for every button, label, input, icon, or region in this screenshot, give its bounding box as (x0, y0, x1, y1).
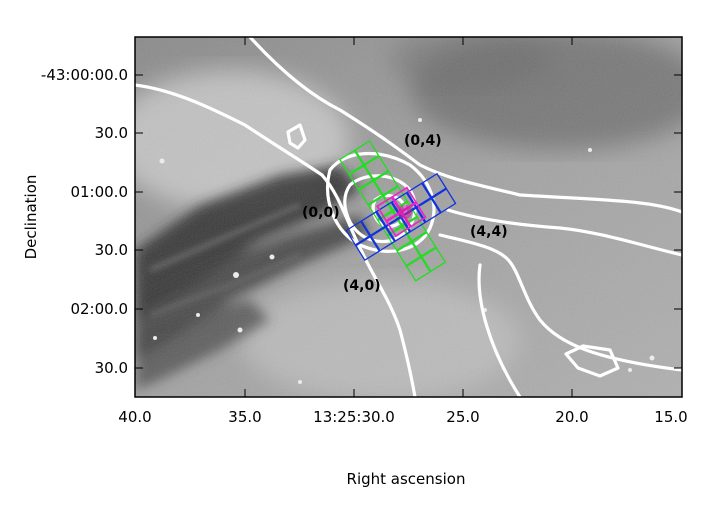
x-tick-label: 13:25:30.0 (313, 408, 395, 426)
y-tick-labels: -43:00:00.0 30.0 01:00.0 30.0 02:00.0 30… (41, 66, 128, 377)
y-tick-label: 30.0 (95, 124, 128, 142)
plot-frame (134, 36, 683, 398)
y-tick-label: -43:00:00.0 (41, 66, 128, 84)
x-axis-title: Right ascension (347, 470, 466, 488)
corner-label-left: (0,0) (302, 205, 340, 221)
y-tick-label: 02:00.0 (70, 300, 128, 318)
corner-label-bottom: (4,0) (343, 278, 381, 294)
contours (135, 37, 682, 397)
tick-marks (135, 37, 682, 397)
y-axis-title: Declination (22, 175, 40, 260)
corner-label-top: (0,4) (404, 133, 442, 149)
x-tick-label: 25.0 (446, 408, 479, 426)
y-tick-label: 30.0 (95, 241, 128, 259)
corner-label-right: (4,4) (470, 224, 508, 240)
x-tick-label: 20.0 (555, 408, 588, 426)
x-tick-labels: 40.0 35.0 13:25:30.0 25.0 20.0 15.0 (118, 408, 687, 426)
x-tick-label: 15.0 (654, 408, 687, 426)
sky-image (135, 37, 682, 397)
x-tick-label: 35.0 (228, 408, 261, 426)
x-tick-label: 40.0 (118, 408, 151, 426)
y-tick-label: 01:00.0 (70, 183, 128, 201)
green-grid (338, 140, 447, 282)
y-tick-label: 30.0 (95, 359, 128, 377)
